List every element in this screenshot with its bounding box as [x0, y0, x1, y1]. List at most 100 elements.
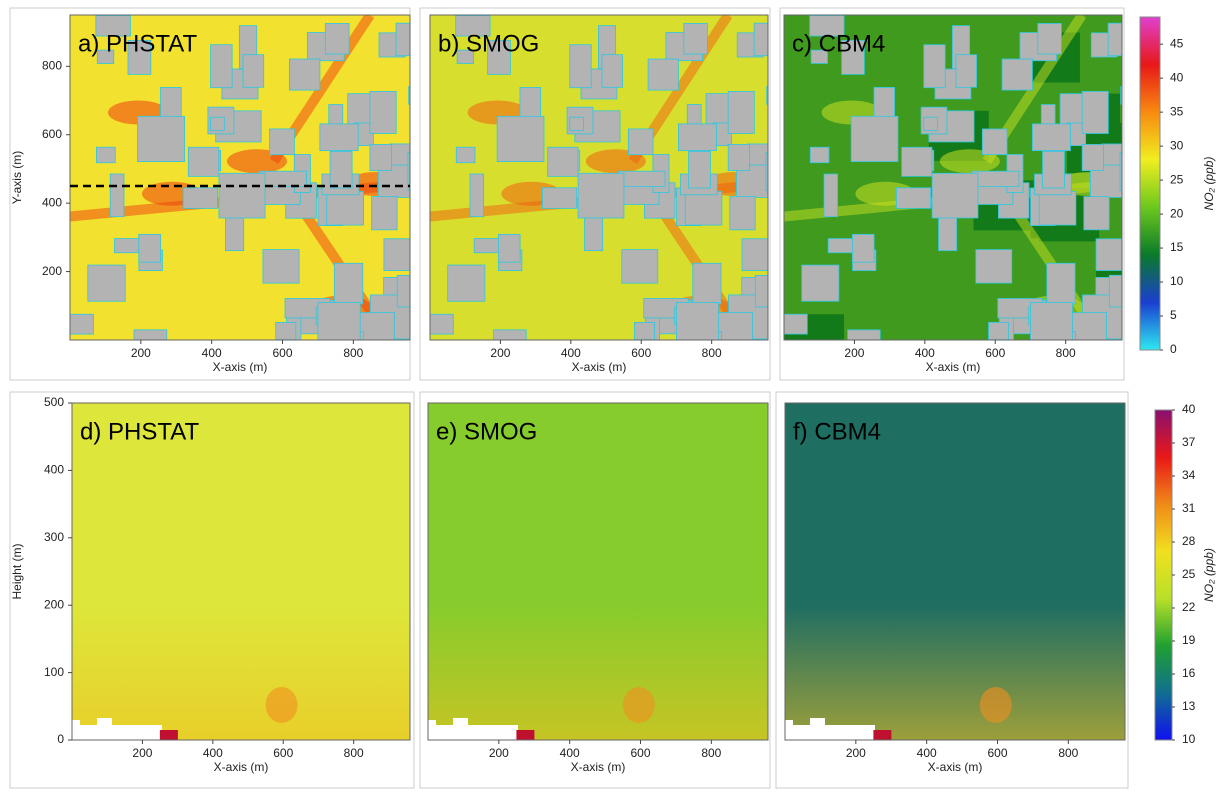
field-shade [72, 403, 410, 740]
building [618, 171, 665, 186]
y-tick-label: 400 [44, 463, 64, 477]
building [276, 322, 296, 339]
building [874, 87, 895, 118]
building [635, 322, 655, 339]
building [470, 174, 484, 217]
building [372, 197, 398, 230]
colorbar-tick-label: 10 [1170, 274, 1184, 288]
building [684, 23, 708, 54]
building [578, 173, 624, 218]
panel-title: b) SMOG [438, 30, 539, 57]
building [728, 91, 754, 133]
colorbar-tick-label: 35 [1170, 104, 1184, 118]
colorbar-tick-label: 15 [1170, 240, 1184, 254]
building [329, 105, 343, 126]
x-tick-label: 200 [844, 346, 864, 360]
hot-cell [516, 730, 534, 740]
building [188, 147, 218, 176]
colorbar-tick-label: 31 [1182, 501, 1196, 515]
building [498, 234, 520, 262]
colorbar-tick-label: 34 [1182, 468, 1196, 482]
building [902, 147, 932, 176]
colorbar-tick-label: 40 [1182, 402, 1196, 416]
x-tick-label: 400 [915, 346, 935, 360]
building [742, 239, 777, 271]
building [1039, 191, 1076, 225]
plume [980, 687, 1012, 723]
building [96, 147, 115, 163]
x-tick-label: 800 [343, 346, 363, 360]
figure: 200400600800200400600800X-axis (m)Y-axis… [0, 0, 1219, 789]
building [139, 234, 161, 262]
building [183, 188, 217, 209]
y-tick-label: 100 [44, 665, 64, 679]
x-tick-label: 800 [702, 346, 722, 360]
building [263, 250, 299, 284]
building [334, 263, 362, 304]
colorbar-tick-label: 22 [1182, 600, 1196, 614]
y-tick-label: 0 [57, 732, 64, 746]
building [520, 87, 541, 118]
building [318, 302, 360, 347]
panel-title: d) PHSTAT [80, 418, 199, 445]
x-axis-label: X-axis (m) [571, 760, 626, 774]
building [622, 250, 658, 284]
building [1030, 302, 1072, 347]
x-tick-label: 600 [631, 346, 651, 360]
building [628, 129, 653, 155]
colorbar-tick-label: 45 [1170, 36, 1184, 50]
building [289, 59, 320, 90]
hot-cell [160, 730, 178, 740]
colorbar-tick-label: 28 [1182, 534, 1196, 548]
x-tick-label: 400 [203, 746, 223, 760]
building [370, 91, 396, 133]
x-tick-label: 200 [131, 346, 151, 360]
building [730, 197, 755, 230]
x-axis-label: X-axis (m) [214, 760, 269, 774]
building [243, 55, 264, 88]
building [924, 45, 945, 88]
colorbar-tick-label: 20 [1170, 206, 1184, 220]
building [397, 275, 433, 307]
y-tick-label: 200 [42, 264, 62, 278]
colorbar [1140, 17, 1160, 350]
x-tick-label: 400 [917, 746, 937, 760]
field-shade [785, 403, 1125, 740]
x-axis-label: X-axis (m) [213, 360, 268, 374]
plume [623, 687, 655, 723]
building [1084, 197, 1109, 230]
panel-title: c) CBM4 [792, 30, 885, 57]
building [824, 174, 838, 217]
panel-title: f) CBM4 [793, 418, 881, 445]
building [259, 171, 306, 186]
building [570, 45, 591, 88]
building [211, 117, 225, 130]
building [1043, 151, 1065, 188]
section-field [428, 403, 768, 740]
x-tick-label: 800 [1058, 746, 1078, 760]
building [570, 117, 584, 130]
map-field [784, 15, 1156, 375]
y-tick-label: 400 [42, 195, 62, 209]
colorbar-tick-label: 10 [1182, 732, 1196, 746]
building [370, 144, 392, 170]
y-tick-label: 600 [42, 127, 62, 141]
building [1038, 23, 1062, 54]
building [448, 265, 485, 301]
building [784, 314, 807, 334]
panel-title: a) PHSTAT [78, 30, 197, 57]
building [852, 234, 874, 262]
building [456, 147, 475, 163]
building [685, 191, 722, 225]
colorbar-tick-label: 25 [1182, 567, 1196, 581]
building [70, 314, 93, 334]
building [330, 151, 352, 188]
building [211, 45, 233, 88]
map-field [430, 15, 802, 375]
building [810, 147, 829, 163]
building [430, 314, 453, 334]
colorbar-tick-label: 25 [1170, 172, 1184, 186]
building [932, 173, 978, 218]
x-axis-label: X-axis (m) [928, 760, 983, 774]
building [1082, 91, 1108, 133]
